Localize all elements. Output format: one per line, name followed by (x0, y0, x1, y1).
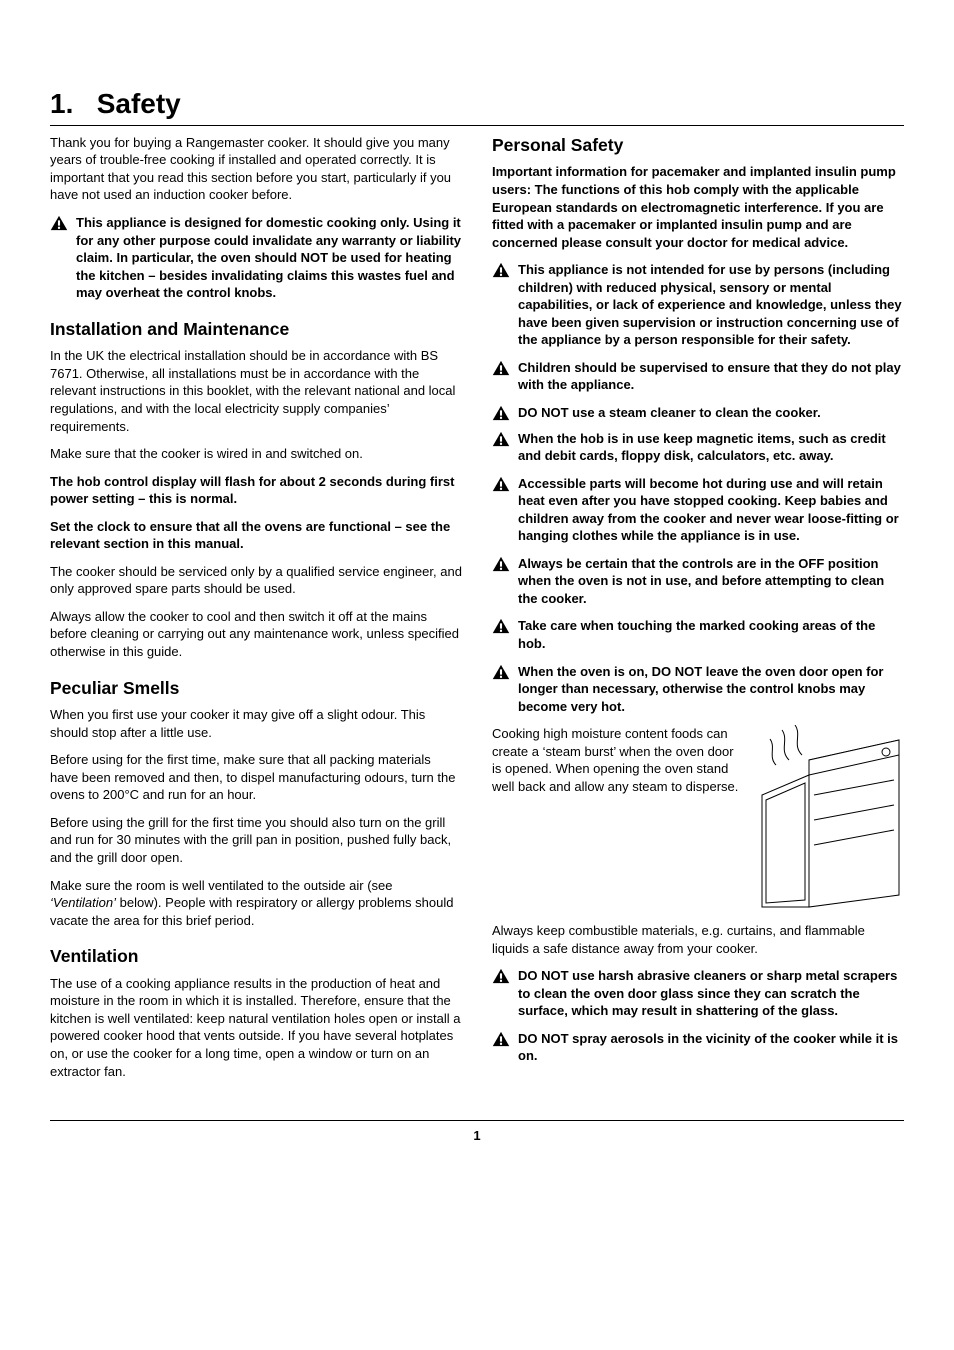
warning-text: When the hob is in use keep magnetic ite… (518, 430, 904, 465)
warning-text: Always be certain that the controls are … (518, 555, 904, 608)
para: In the UK the electrical installation sh… (50, 347, 462, 435)
para: Make sure that the cooker is wired in an… (50, 445, 462, 463)
page-number: 1 (50, 1120, 904, 1145)
section-title: 1. Safety (50, 85, 904, 126)
warning-icon (492, 476, 510, 492)
para: Always allow the cooker to cool and then… (50, 608, 462, 661)
text: : The functions of this hob comply with … (492, 182, 884, 250)
para-bold: The hob control display will flash for a… (50, 473, 462, 508)
warning-icon (492, 556, 510, 572)
para-steam-burst: Cooking high moisture content foods can … (492, 725, 740, 910)
warning-icon (492, 618, 510, 634)
warning-oven-door: When the oven is on, DO NOT leave the ov… (492, 663, 904, 716)
warning-persons: This appliance is not intended for use b… (492, 261, 904, 349)
warning-text: Take care when touching the marked cooki… (518, 617, 904, 652)
para: When you first use your cooker it may gi… (50, 706, 462, 741)
heading-installation: Installation and Maintenance (50, 318, 462, 342)
warning-icon (492, 968, 510, 984)
para-pacemaker: Important information for pacemaker and … (492, 163, 904, 251)
warning-text: When the oven is on, DO NOT leave the ov… (518, 663, 904, 716)
two-column-layout: Thank you for buying a Rangemaster cooke… (50, 134, 904, 1090)
warning-icon (492, 405, 510, 421)
warning-icon (492, 664, 510, 680)
warning-icon (492, 262, 510, 278)
warning-text: This appliance is designed for domestic … (76, 214, 462, 302)
warning-icon (492, 431, 510, 447)
heading-personal-safety: Personal Safety (492, 134, 904, 158)
section-number: 1. (50, 88, 73, 119)
section-word: Safety (97, 88, 181, 119)
warning-controls-off: Always be certain that the controls are … (492, 555, 904, 608)
text: Make sure the room is well ventilated to… (50, 878, 393, 893)
warning-text: DO NOT spray aerosols in the vicinity of… (518, 1030, 904, 1065)
para: Before using the grill for the first tim… (50, 814, 462, 867)
para-combustible: Always keep combustible materials, e.g. … (492, 922, 904, 957)
warning-aerosol: DO NOT spray aerosols in the vicinity of… (492, 1030, 904, 1065)
steam-burst-row: Cooking high moisture content foods can … (492, 725, 904, 910)
warning-icon (492, 1031, 510, 1047)
warning-magnetic: When the hob is in use keep magnetic ite… (492, 430, 904, 465)
warning-text: DO NOT use a steam cleaner to clean the … (518, 404, 904, 422)
warning-children: Children should be supervised to ensure … (492, 359, 904, 394)
para: Before using for the first time, make su… (50, 751, 462, 804)
intro-paragraph: Thank you for buying a Rangemaster cooke… (50, 134, 462, 204)
heading-ventilation: Ventilation (50, 945, 462, 969)
warning-text: Children should be supervised to ensure … (518, 359, 904, 394)
warning-text: This appliance is not intended for use b… (518, 261, 904, 349)
warning-touch-hob: Take care when touching the marked cooki… (492, 617, 904, 652)
para: The cooker should be serviced only by a … (50, 563, 462, 598)
warning-abrasive: DO NOT use harsh abrasive cleaners or sh… (492, 967, 904, 1020)
oven-steam-illustration (754, 725, 904, 910)
para: The use of a cooking appliance results i… (50, 975, 462, 1080)
warning-icon (492, 360, 510, 376)
warning-text: Accessible parts will become hot during … (518, 475, 904, 545)
warning-domestic-use: This appliance is designed for domestic … (50, 214, 462, 302)
right-column: Personal Safety Important information fo… (492, 134, 904, 1090)
warning-steam-cleaner: DO NOT use a steam cleaner to clean the … (492, 404, 904, 422)
text-italic: ‘Ventilation’ (50, 895, 116, 910)
para-bold: Set the clock to ensure that all the ove… (50, 518, 462, 553)
heading-smells: Peculiar Smells (50, 677, 462, 701)
warning-icon (50, 215, 68, 231)
warning-hot-parts: Accessible parts will become hot during … (492, 475, 904, 545)
left-column: Thank you for buying a Rangemaster cooke… (50, 134, 462, 1090)
para-ventilation-ref: Make sure the room is well ventilated to… (50, 877, 462, 930)
warning-text: DO NOT use harsh abrasive cleaners or sh… (518, 967, 904, 1020)
